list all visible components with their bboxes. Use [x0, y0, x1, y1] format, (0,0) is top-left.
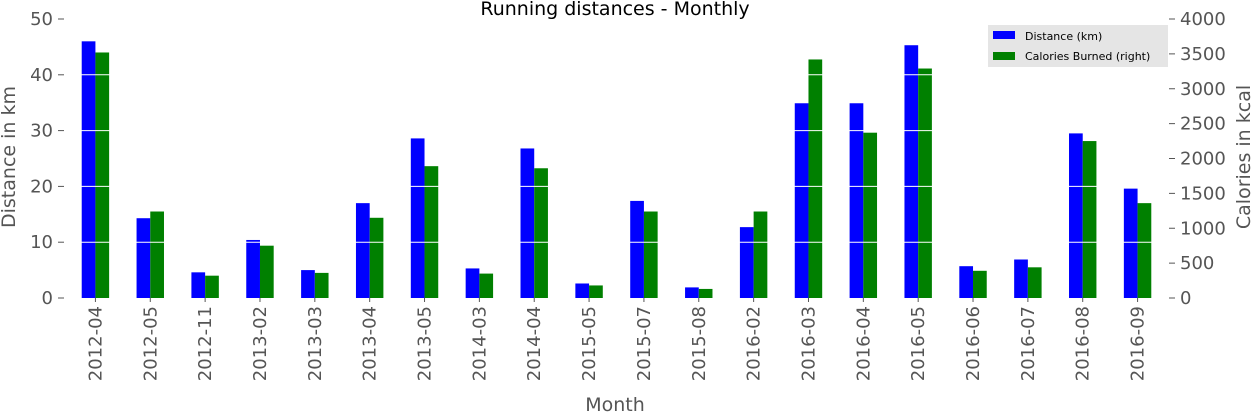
right-tick-label: 3000: [1180, 79, 1226, 100]
bar-distance-2012-05: [136, 218, 151, 298]
x-tick-label: 2016-03: [798, 306, 819, 381]
bar-calories-2016-06: [973, 270, 987, 298]
x-tick-label: 2013-02: [250, 306, 271, 381]
bar-calories-2016-07: [1027, 267, 1042, 298]
bar-distance-2014-03: [465, 268, 480, 298]
left-y-axis: 0 10 20 30 40 50: [30, 9, 64, 309]
bar-distance-2015-08: [685, 287, 699, 298]
x-tick-label: 2013-05: [415, 306, 436, 381]
bar-calories-2013-02: [259, 245, 274, 298]
x-tick-label: 2016-06: [963, 306, 984, 381]
right-tick-label: 2500: [1180, 114, 1226, 135]
bar-calories-2016-04: [863, 132, 878, 298]
bar-distance-2014-04: [520, 148, 535, 298]
x-tick-label: 2012-04: [85, 306, 106, 381]
bar-distance-2016-05: [904, 45, 919, 299]
legend: Distance (km) Calories Burned (right): [988, 25, 1168, 67]
bar-distance-2012-04: [81, 41, 96, 298]
bar-calories-2016-09: [1137, 203, 1152, 298]
legend-box: [988, 25, 1168, 67]
bar-calories-2014-03: [479, 273, 494, 298]
x-tick-label: 2016-04: [853, 306, 874, 381]
bar-calories-2013-03: [314, 272, 329, 298]
x-tick-label: 2015-07: [634, 306, 655, 381]
bar-distance-2016-02: [739, 227, 754, 298]
x-tick-label: 2013-03: [305, 306, 326, 381]
bar-distance-2012-11: [191, 272, 206, 298]
bar-calories-2012-04: [95, 52, 110, 299]
x-tick-label: 2012-11: [195, 306, 216, 381]
bar-calories-2015-05: [589, 285, 603, 298]
x-tick-label: 2015-05: [579, 306, 600, 381]
x-tick-label: 2014-04: [524, 306, 545, 381]
right-tick-label: 4000: [1180, 9, 1226, 30]
right-tick-label: 500: [1180, 253, 1214, 274]
x-tick-label: 2013-04: [360, 306, 381, 381]
x-tick-label: 2012-05: [140, 306, 161, 381]
x-tick-label: 2016-05: [908, 306, 929, 381]
bar-distance-2015-07: [630, 200, 644, 298]
bar-distance-2016-06: [959, 266, 974, 298]
bar-distance-2013-02: [246, 239, 260, 298]
bar-calories-2012-11: [205, 275, 219, 298]
bar-distance-2013-05: [410, 138, 425, 298]
chart-title: Running distances - Monthly: [480, 0, 749, 20]
left-y-axis-title: Distance in km: [0, 86, 20, 228]
left-tick-label: 10: [30, 232, 53, 253]
legend-label-distance: Distance (km): [1025, 30, 1102, 43]
bar-calories-2012-05: [150, 211, 164, 298]
bar-distance-2015-05: [575, 283, 590, 298]
bar-distance-2013-04: [355, 203, 370, 298]
bar-distance-2016-03: [794, 103, 809, 298]
right-tick-label: 1000: [1180, 218, 1226, 239]
left-tick-label: 30: [30, 121, 53, 142]
left-tick-label: 0: [42, 288, 53, 309]
legend-swatch-distance: [993, 31, 1015, 39]
bar-calories-2013-05: [424, 166, 439, 298]
bar-calories-2015-08: [698, 288, 713, 298]
bar-calories-2016-05: [918, 68, 932, 299]
left-tick-label: 20: [30, 176, 53, 197]
bar-distance-2013-03: [301, 270, 315, 298]
bar-distance-2016-09: [1123, 188, 1138, 298]
x-axis-title: Month: [585, 394, 645, 414]
x-tick-label: 2016-08: [1073, 306, 1094, 381]
legend-swatch-calories: [993, 52, 1015, 60]
bar-calories-2013-04: [369, 217, 384, 298]
right-tick-label: 3500: [1180, 44, 1226, 65]
bar-calories-2015-07: [643, 211, 658, 298]
right-y-axis: 0 500 1000 1500 2000 2500 3000 3500 4000: [1169, 9, 1226, 309]
right-tick-label: 2000: [1180, 149, 1226, 170]
x-tick-label: 2016-07: [1018, 306, 1039, 381]
bar-distance-2016-08: [1069, 133, 1083, 298]
right-tick-label: 1500: [1180, 183, 1226, 204]
x-tick-label: 2016-09: [1128, 306, 1149, 381]
x-tick-label: 2014-03: [469, 306, 490, 381]
legend-label-calories: Calories Burned (right): [1025, 50, 1150, 63]
x-axis: 2012-04 2012-05 2012-11 2013-02 2013-03 2013-…: [85, 298, 1149, 381]
right-y-axis-title: Calories in kcal: [1233, 85, 1255, 229]
bars: [68, 41, 1165, 299]
bar-calories-2016-03: [808, 59, 823, 299]
bar-calories-2016-02: [753, 211, 768, 298]
x-tick-label: 2016-02: [744, 306, 765, 381]
bar-distance-2016-07: [1014, 259, 1028, 298]
bar-distance-2016-04: [849, 103, 864, 298]
x-tick-label: 2015-08: [689, 306, 710, 381]
bar-calories-2016-08: [1082, 141, 1097, 298]
right-tick-label: 0: [1180, 288, 1191, 309]
left-tick-label: 50: [30, 9, 53, 30]
bar-calories-2014-04: [534, 168, 548, 298]
left-tick-label: 40: [30, 65, 53, 86]
